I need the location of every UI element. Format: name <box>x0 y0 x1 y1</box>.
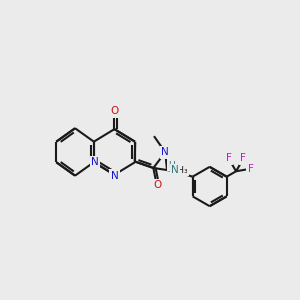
Text: N: N <box>161 147 169 157</box>
Text: H: H <box>168 161 175 170</box>
Text: F: F <box>226 154 232 164</box>
Text: N: N <box>110 171 118 181</box>
Text: N: N <box>91 157 99 167</box>
Text: CH₃: CH₃ <box>172 166 188 175</box>
Text: O: O <box>153 180 162 190</box>
Text: N: N <box>171 165 178 175</box>
Text: F: F <box>241 154 246 164</box>
Text: O: O <box>110 106 118 116</box>
Text: F: F <box>248 164 254 174</box>
